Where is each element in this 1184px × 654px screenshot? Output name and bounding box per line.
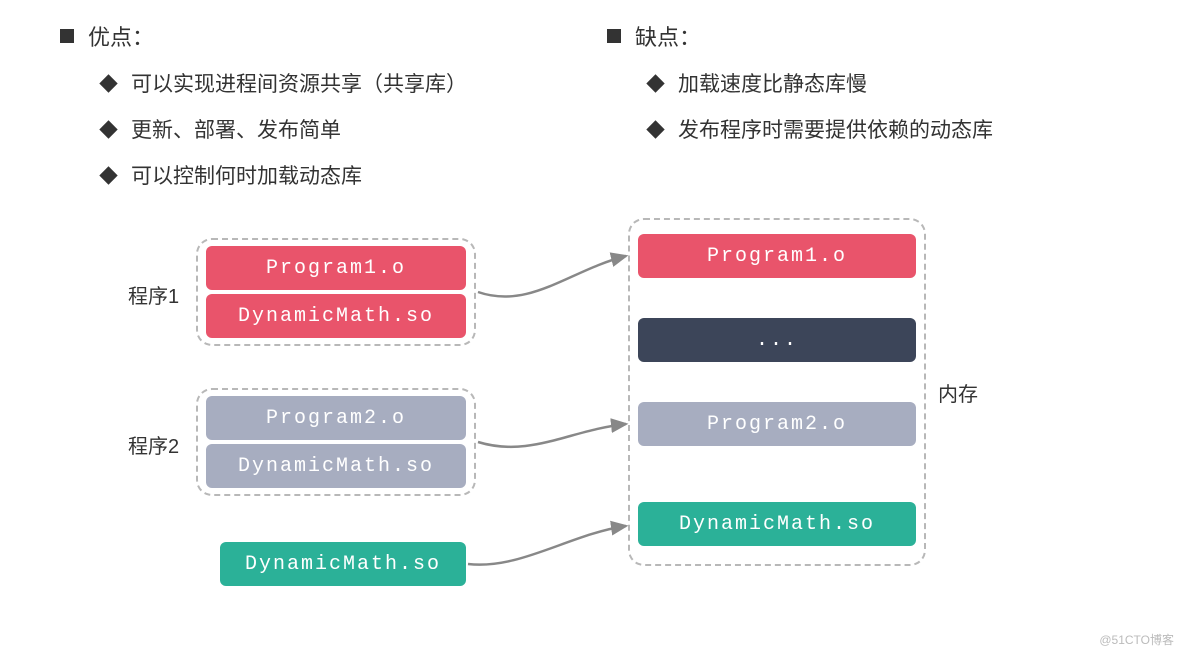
square-bullet-icon bbox=[607, 29, 621, 43]
program1-label: 程序1 bbox=[128, 280, 179, 309]
diamond-bullet-icon bbox=[646, 74, 664, 92]
program1-object-block: Program1.o bbox=[206, 246, 466, 290]
disadvantage-item: 加载速度比静态库慢 bbox=[649, 68, 1144, 98]
watermark-text: @51CTO博客 bbox=[1099, 631, 1174, 648]
disadvantages-heading: 缺点： bbox=[607, 20, 1144, 52]
disadvantage-item: 发布程序时需要提供依赖的动态库 bbox=[649, 114, 1144, 144]
advantage-item: 更新、部署、发布简单 bbox=[102, 114, 597, 144]
program2-label: 程序2 bbox=[128, 430, 179, 459]
advantage-text: 可以控制何时加载动态库 bbox=[131, 160, 362, 190]
diamond-bullet-icon bbox=[646, 120, 664, 138]
memory-label: 内存 bbox=[938, 378, 978, 407]
advantage-item: 可以控制何时加载动态库 bbox=[102, 160, 597, 190]
memory-ellipsis-block: ... bbox=[638, 318, 916, 362]
advantage-item: 可以实现进程间资源共享（共享库） bbox=[102, 68, 597, 98]
diamond-bullet-icon bbox=[99, 166, 117, 184]
advantage-text: 更新、部署、发布简单 bbox=[131, 114, 341, 144]
advantages-title: 优点： bbox=[88, 20, 154, 52]
memory-program1-block: Program1.o bbox=[638, 234, 916, 278]
standalone-lib-block: DynamicMath.so bbox=[220, 542, 466, 586]
diagram-area: 程序1 Program1.o DynamicMath.so 程序2 Progra… bbox=[0, 210, 1184, 640]
program2-lib-block: DynamicMath.so bbox=[206, 444, 466, 488]
advantages-heading: 优点： bbox=[60, 20, 597, 52]
square-bullet-icon bbox=[60, 29, 74, 43]
arrows-svg bbox=[0, 210, 1184, 640]
disadvantage-text: 加载速度比静态库慢 bbox=[678, 68, 867, 98]
diamond-bullet-icon bbox=[99, 74, 117, 92]
memory-program2-block: Program2.o bbox=[638, 402, 916, 446]
memory-lib-block: DynamicMath.so bbox=[638, 502, 916, 546]
program2-object-block: Program2.o bbox=[206, 396, 466, 440]
program1-lib-block: DynamicMath.so bbox=[206, 294, 466, 338]
disadvantages-title: 缺点： bbox=[635, 20, 701, 52]
disadvantage-text: 发布程序时需要提供依赖的动态库 bbox=[678, 114, 993, 144]
advantage-text: 可以实现进程间资源共享（共享库） bbox=[131, 68, 467, 98]
diamond-bullet-icon bbox=[99, 120, 117, 138]
